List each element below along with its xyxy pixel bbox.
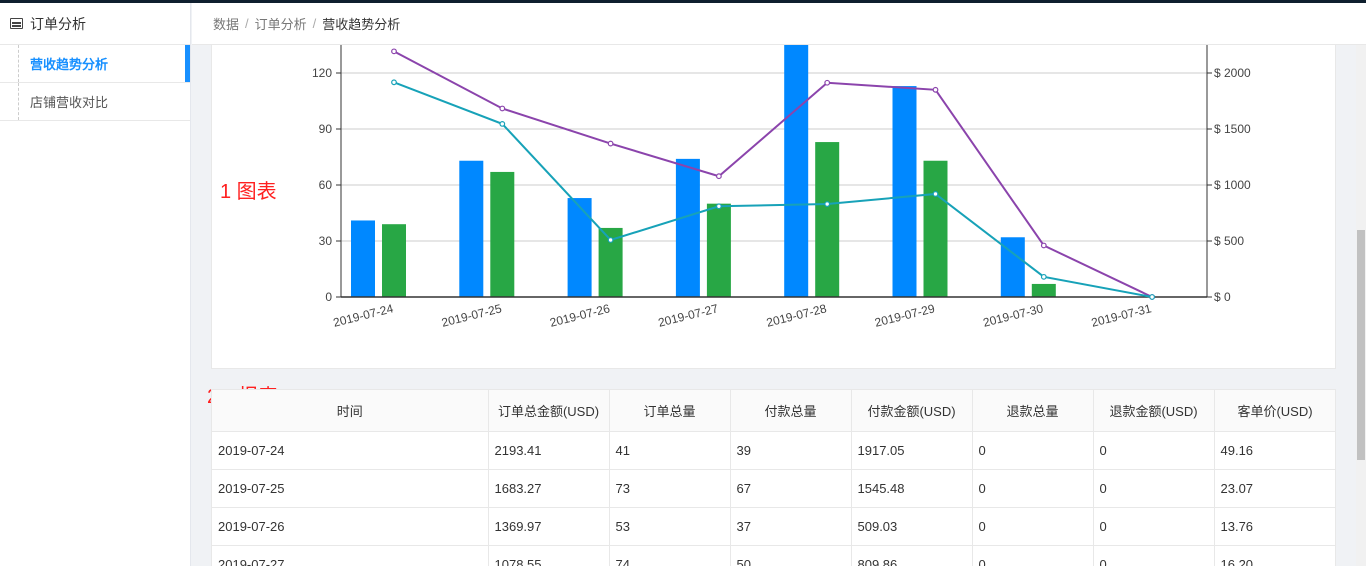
sidebar-item-store-compare[interactable]: 店铺营收对比	[0, 83, 190, 121]
table-cell: 509.03	[851, 507, 973, 546]
column-header[interactable]: 时间	[212, 390, 489, 432]
breadcrumb-current: 营收趋势分析	[322, 17, 401, 32]
table-row[interactable]: 2019-07-27 1078.55 74 50 809.86 0 0 16.20	[212, 545, 1335, 566]
table-cell: 1369.97	[488, 507, 610, 546]
breadcrumb-data[interactable]: 数据	[213, 17, 240, 32]
table-cell: 13.76	[1214, 507, 1335, 546]
table-cell: 0	[972, 469, 1094, 508]
table-cell: 2019-07-24	[212, 431, 489, 470]
breadcrumb-separator: /	[245, 16, 249, 31]
report-table-card: 时间 订单总金额(USD) 订单总量 付款总量 付款金额(USD) 退款总量 退款金额(US…	[211, 389, 1336, 566]
table-cell: 74	[609, 545, 731, 566]
table-cell: 0	[972, 545, 1094, 566]
column-header[interactable]: 退款总量	[972, 390, 1094, 432]
table-cell: 73	[609, 469, 731, 508]
table-cell: 53	[609, 507, 731, 546]
column-header[interactable]: 付款总量	[730, 390, 852, 432]
top-bar	[0, 0, 1366, 3]
table-cell: 2019-07-27	[212, 545, 489, 566]
table-row[interactable]: 2019-07-25 1683.27 73 67 1545.48 0 0 23.07	[212, 469, 1335, 508]
table-cell: 41	[609, 431, 731, 470]
sidebar-item-label: 店铺营收对比	[30, 95, 109, 110]
sidebar-item-label: 营收趋势分析	[30, 57, 109, 72]
table-cell: 1545.48	[851, 469, 973, 508]
breadcrumb: 数据 / 订单分析 / 营收趋势分析	[192, 3, 1366, 45]
list-icon	[10, 18, 23, 29]
report-table: 时间 订单总金额(USD) 订单总量 付款总量 付款金额(USD) 退款总量 退款金额(US…	[212, 390, 1335, 566]
chart-annotation: 1 图表	[220, 181, 277, 203]
sidebar-header[interactable]: 订单分析	[0, 3, 190, 45]
table-cell: 37	[730, 507, 852, 546]
table-cell: 67	[730, 469, 852, 508]
table-cell: 2019-07-26	[212, 507, 489, 546]
breadcrumb-separator: /	[312, 16, 317, 31]
column-header[interactable]: 客单价(USD)	[1214, 390, 1335, 432]
column-header[interactable]: 退款金额(USD)	[1093, 390, 1215, 432]
breadcrumb-order-analysis[interactable]: 订单分析	[254, 17, 307, 32]
table-cell: 1078.55	[488, 545, 610, 566]
table-cell: 2193.41	[488, 431, 610, 470]
table-cell: 1683.27	[488, 469, 610, 508]
table-cell: 39	[730, 431, 852, 470]
table-cell: 0	[1093, 507, 1215, 546]
table-header-row: 时间 订单总金额(USD) 订单总量 付款总量 付款金额(USD) 退款总量 退款金额(US…	[212, 390, 1335, 432]
scrollbar-thumb[interactable]	[1357, 230, 1365, 460]
table-cell: 1917.05	[851, 431, 973, 470]
table-cell: 50	[730, 545, 852, 566]
column-header[interactable]: 订单总量	[609, 390, 731, 432]
table-cell: 0	[1093, 469, 1215, 508]
column-header[interactable]: 付款金额(USD)	[851, 390, 973, 432]
table-cell: 0	[1093, 431, 1215, 470]
table-cell: 809.86	[851, 545, 973, 566]
sidebar-header-label: 订单分析	[30, 15, 86, 32]
sidebar-item-revenue-trend[interactable]: 营收趋势分析	[0, 45, 190, 83]
table-cell: 0	[972, 507, 1094, 546]
chart-card	[211, 45, 1336, 369]
table-row[interactable]: 2019-07-24 2193.41 41 39 1917.05 0 0 49.16	[212, 431, 1335, 470]
table-row[interactable]: 2019-07-26 1369.97 53 37 509.03 0 0 13.76	[212, 507, 1335, 546]
column-header[interactable]: 订单总金额(USD)	[488, 390, 610, 432]
table-cell: 23.07	[1214, 469, 1335, 508]
table-cell: 2019-07-25	[212, 469, 489, 508]
table-cell: 16.20	[1214, 545, 1335, 566]
table-cell: 0	[1093, 545, 1215, 566]
table-cell: 0	[972, 431, 1094, 470]
table-cell: 49.16	[1214, 431, 1335, 470]
sidebar: 订单分析 营收趋势分析 店铺营收对比	[0, 3, 191, 566]
scrollbar[interactable]	[1356, 45, 1366, 566]
